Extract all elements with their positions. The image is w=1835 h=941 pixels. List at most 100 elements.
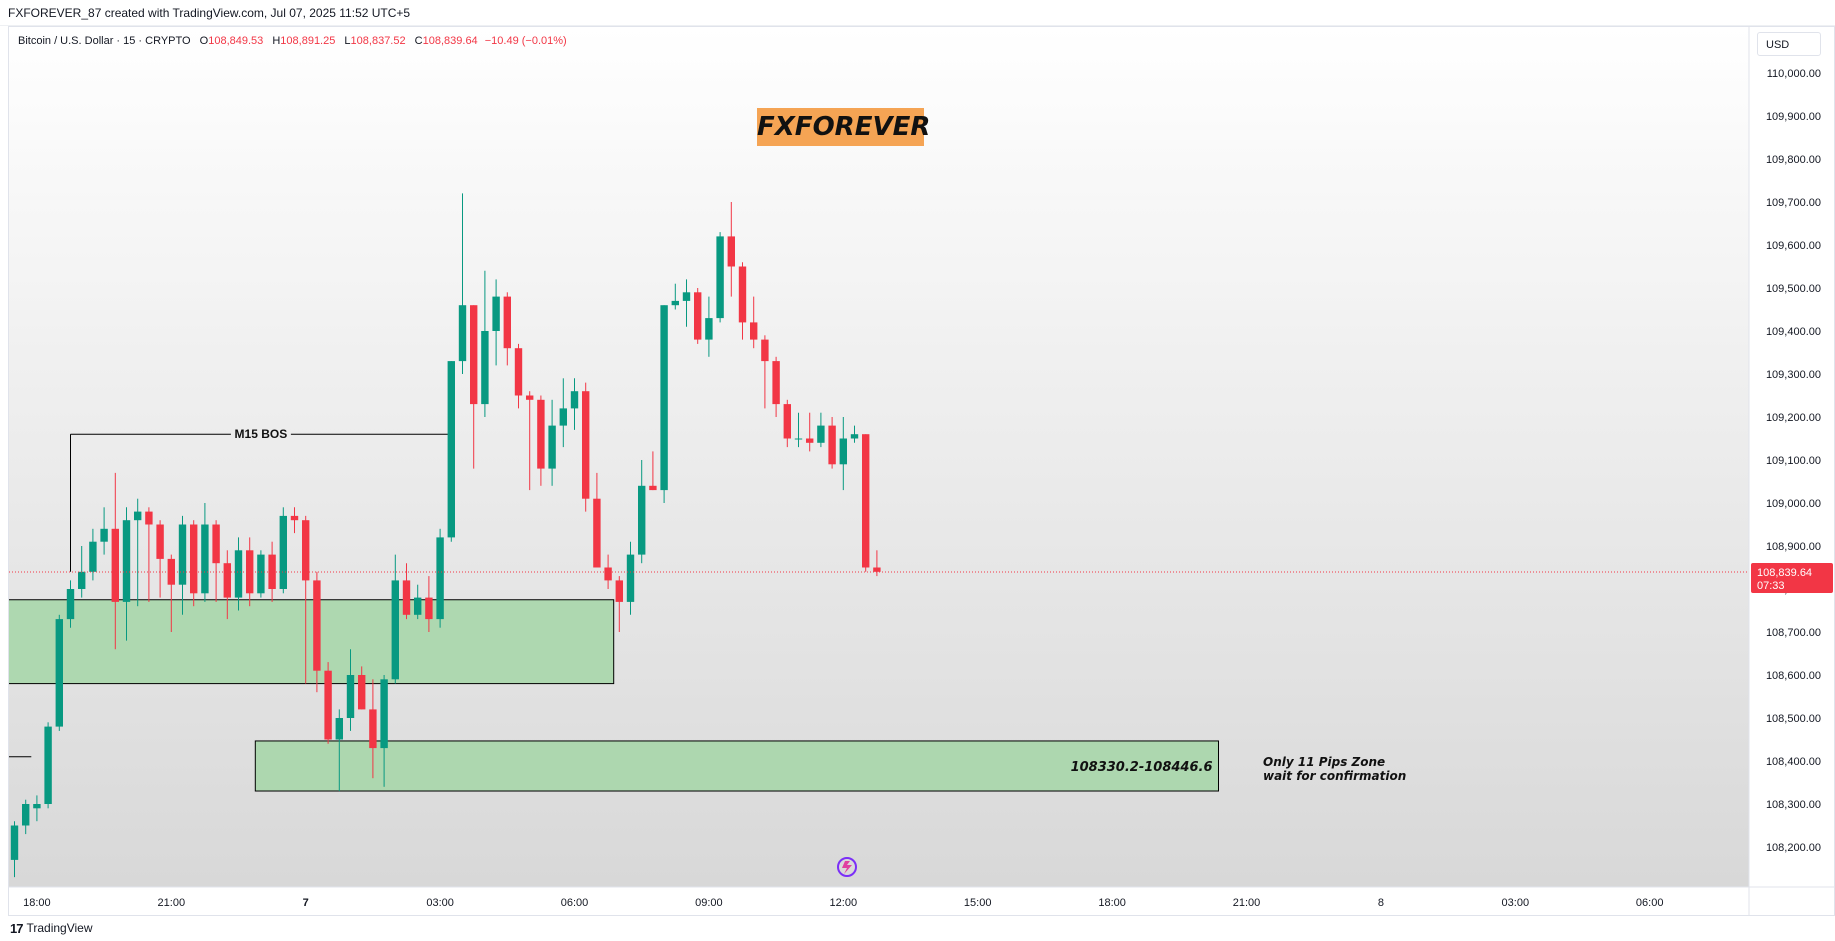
candle-body: [817, 425, 825, 443]
candle-body: [738, 266, 747, 323]
candle-body: [369, 709, 377, 749]
candle: [302, 515, 310, 684]
candle-body: [481, 331, 489, 405]
candle: [414, 584, 422, 620]
candle-body: [559, 408, 567, 426]
candlestick-chart[interactable]: 108330.2-108446.6 M15 BOS 108,200.00 108,30…: [9, 27, 1835, 916]
candle: [492, 279, 500, 366]
candle-body: [615, 580, 623, 602]
candle-body: [705, 318, 713, 340]
candle: [234, 537, 243, 611]
candle-body: [727, 236, 735, 267]
candle: [783, 399, 791, 448]
candle-body: [671, 300, 679, 306]
currency-button[interactable]: USD: [1757, 32, 1821, 56]
candle-body: [470, 305, 478, 405]
chart-frame[interactable]: 108330.2-108446.6 M15 BOS 108,200.00 108,30…: [8, 26, 1835, 916]
candle: [66, 580, 75, 628]
candle: [514, 343, 523, 409]
candle-body: [526, 395, 534, 400]
candle: [649, 451, 657, 491]
candle: [335, 709, 343, 792]
candle-body: [492, 296, 500, 331]
candle: [380, 675, 388, 787]
candle: [10, 821, 19, 878]
candle: [156, 520, 164, 598]
price-tick-label: 109,600.00: [1766, 240, 1821, 252]
candle-body: [850, 434, 859, 439]
candle: [559, 378, 567, 448]
price-tick-label: 109,900.00: [1766, 111, 1821, 123]
legend-high-label: H: [272, 35, 281, 47]
legend-open-value: 108,849.53: [208, 35, 264, 47]
candle: [257, 550, 265, 598]
candle: [190, 520, 198, 607]
candle: [55, 614, 63, 731]
candle-body: [537, 399, 545, 469]
candle-body: [66, 589, 75, 620]
header-text: FXFOREVER_87 created with TradingView.co…: [8, 6, 411, 20]
candle-body: [806, 438, 814, 443]
candle-body: [682, 292, 691, 301]
footer: 17 TradingView: [10, 916, 93, 941]
price-tick-label: 108,500.00: [1766, 713, 1821, 725]
symbol-legend: Bitcoin / U.S. Dollar · 15 · CRYPTO O108…: [18, 35, 567, 47]
candle-body: [828, 425, 836, 465]
candle: [750, 296, 758, 349]
candle-body: [794, 438, 803, 440]
candle-body: [873, 567, 881, 572]
price-tick-label: 108,600.00: [1766, 670, 1821, 682]
candle: [134, 498, 142, 607]
candle: [615, 576, 623, 632]
time-tick-label: 03:00: [426, 897, 454, 909]
price-tick-label: 108,900.00: [1766, 541, 1821, 553]
candle-body: [313, 580, 321, 671]
candle-body: [358, 675, 366, 710]
candle-body: [44, 726, 52, 804]
price-tick-label: 109,300.00: [1766, 369, 1821, 381]
candle: [313, 571, 321, 693]
candle-body: [783, 404, 791, 439]
candle-body: [750, 322, 758, 340]
candle: [100, 507, 108, 555]
demand-zone-2: [254, 740, 1220, 792]
candle: [481, 270, 489, 417]
candle-body: [302, 520, 310, 581]
footer-brand: TradingView: [26, 921, 93, 935]
candle: [638, 460, 646, 564]
candle: [279, 507, 287, 594]
legend-high-value: 108,891.25: [280, 35, 336, 47]
price-tick-label: 109,800.00: [1766, 154, 1821, 166]
candle-body: [380, 679, 388, 749]
candle-body: [582, 391, 590, 499]
bos-label: M15 BOS: [235, 427, 288, 441]
time-tick-label: 21:00: [158, 897, 186, 909]
candle: [671, 283, 679, 310]
candle: [425, 576, 433, 632]
candle: [772, 356, 780, 417]
candle-body: [436, 537, 444, 620]
time-tick-label: 15:00: [964, 897, 992, 909]
legend-low-value: 108,837.52: [350, 35, 406, 47]
candle: [604, 554, 612, 589]
time-tick-label: 7: [303, 897, 309, 909]
candle: [593, 472, 601, 568]
candle: [346, 649, 355, 731]
candle-body: [761, 339, 769, 362]
candle: [862, 434, 870, 572]
time-tick-label: 8: [1378, 897, 1384, 909]
candle: [436, 528, 444, 628]
price-tick-label: 109,000.00: [1766, 498, 1821, 510]
candle-body: [89, 541, 97, 572]
last-price-label: 108,839.64: [1757, 567, 1812, 579]
candle-body: [201, 524, 209, 594]
time-tick-label: 09:00: [695, 897, 723, 909]
candle: [358, 666, 366, 710]
legend-low-label: L: [344, 35, 351, 47]
time-tick-label: 18:00: [1098, 897, 1126, 909]
candle: [850, 425, 859, 443]
legend-symbol: Bitcoin / U.S. Dollar · 15 · CRYPTO: [18, 35, 191, 47]
candle-body: [279, 515, 287, 589]
candle: [268, 541, 276, 602]
candle: [223, 550, 231, 620]
